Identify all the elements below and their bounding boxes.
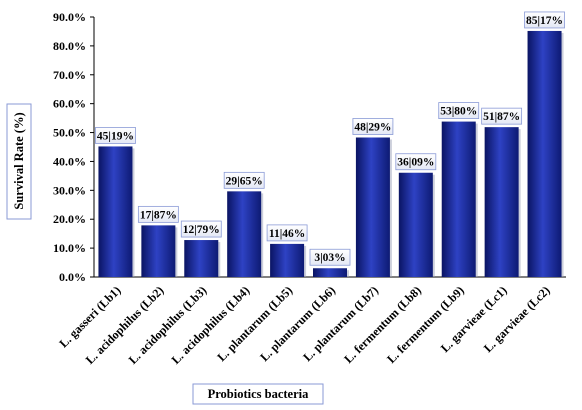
data-labels: 45|19% 17|87% 12|79% 29|65% 11|46% 3|03% 48|29… (95, 11, 565, 266)
bar (527, 30, 562, 277)
data-label-box (481, 107, 523, 125)
bar (313, 268, 347, 277)
x-tick-labels: L. gasseri (Lb1)L. acidophilus (Lb2)L. a… (56, 283, 552, 367)
bars (98, 30, 564, 277)
x-axis-title: Probiotics bacteria (208, 387, 310, 401)
y-tick-label: 40.0% (53, 154, 86, 168)
data-label: 45|19% (97, 130, 134, 142)
data-label-box (309, 248, 351, 266)
data-label-box (266, 224, 308, 242)
data-label-box (95, 127, 136, 144)
data-label: 51|87% (483, 111, 520, 123)
y-axis-title: Survival Rate (%) (12, 112, 26, 209)
data-label-box (438, 102, 480, 119)
x-tick-label: L. fermentum (Lb8) (341, 283, 424, 366)
y-tick-label: 70.0% (53, 68, 86, 82)
x-tick-label: L. acidophilus (Lb4) (169, 283, 253, 367)
bar (441, 121, 476, 277)
data-label: 36|09% (397, 157, 434, 169)
data-label-box (180, 220, 222, 238)
y-axis-title-box: Survival Rate (%) (6, 103, 32, 220)
data-label-box (352, 118, 394, 135)
data-label: 12|79% (183, 224, 220, 236)
bar (227, 191, 262, 277)
y-tick-label: 60.0% (53, 97, 86, 111)
y-tick-label: 10.0% (53, 241, 86, 255)
data-label-box (223, 171, 265, 189)
data-label: 85|17% (526, 15, 563, 27)
data-label: 17|87% (140, 209, 177, 221)
x-tick-label: L. plantarum (Lb6) (257, 283, 338, 364)
x-tick-label: L. acidophilus (Lb3) (126, 283, 210, 367)
y-tick-label: 30.0% (53, 183, 86, 197)
y-tick-label: 50.0% (53, 126, 86, 140)
y-tick-label: 20.0% (53, 212, 86, 226)
data-label-box (524, 11, 565, 29)
bar (398, 172, 433, 277)
x-tick-label: L. fermentum (Lb9) (384, 283, 467, 366)
data-label: 3|03% (314, 252, 345, 264)
y-tick-label: 0.0% (59, 270, 86, 284)
data-label: 48|29% (354, 121, 391, 133)
data-label-box (137, 205, 179, 223)
x-tick-label: L. acidophilus (Lb2) (83, 283, 167, 367)
bar (270, 243, 305, 277)
data-label: 29|65% (226, 175, 263, 187)
y-tick-label: 90.0% (53, 10, 86, 24)
y-tick-label: 80.0% (53, 39, 86, 53)
x-tick-label: L. plantarum (Lb5) (214, 283, 295, 364)
bar (141, 225, 176, 277)
x-axis-title-box: Probiotics bacteria (192, 383, 324, 405)
bar (484, 127, 519, 277)
x-tick-label: L. plantarum (Lb7) (300, 283, 381, 364)
data-label-box (395, 153, 437, 171)
data-label: 11|46% (269, 228, 305, 240)
data-label: 53|80% (440, 106, 477, 118)
bar (184, 240, 219, 277)
bar (355, 137, 390, 277)
bar (98, 146, 133, 277)
